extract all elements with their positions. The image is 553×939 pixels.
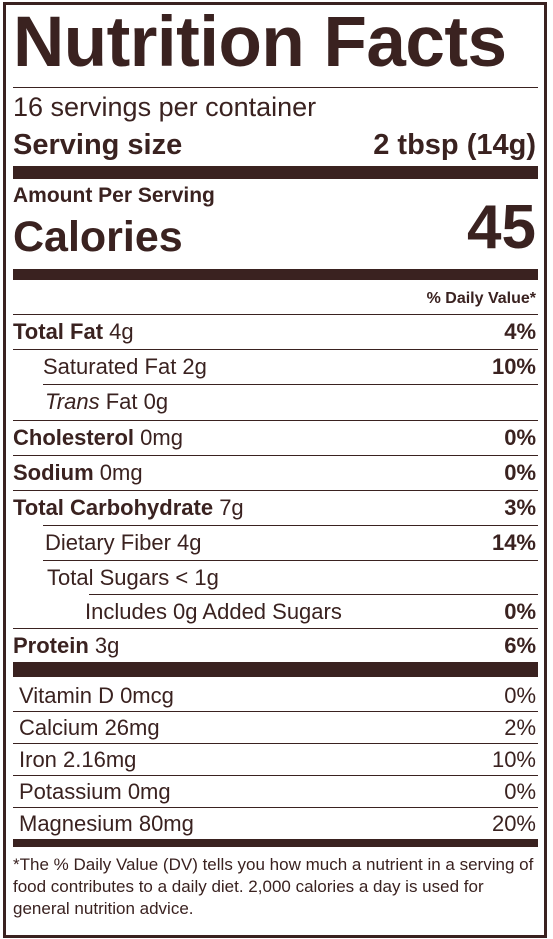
nutrient-name: Total Fat (13, 318, 104, 344)
servings-per-container: 16 servings per container (13, 92, 317, 122)
divider (43, 525, 538, 526)
thick-divider (13, 839, 538, 847)
nutrient-name: Dietary Fiber 4g (45, 529, 202, 555)
vitamin-daily-value: 10% (491, 746, 536, 772)
nutrient-daily-value: 3% (504, 494, 536, 520)
divider (13, 628, 538, 629)
nutrient-amount: 3g (94, 632, 120, 658)
thick-divider (13, 662, 538, 677)
vitamin-row: Vitamin D 0mcg 0% (19, 679, 536, 712)
nutrient-daily-value: 4% (504, 318, 536, 344)
vitamin-name: Magnesium 80mg (19, 810, 194, 836)
footnote: *The % Daily Value (DV) tells you how mu… (13, 855, 534, 918)
divider (13, 743, 538, 744)
nutrient-name: Total Sugars < 1g (47, 564, 219, 590)
vitamin-row: Iron 2.16mg 10% (19, 743, 536, 776)
nutrient-row-sodium: Sodium 0mg 0% (13, 456, 536, 489)
vitamin-name: Calcium 26mg (19, 714, 160, 740)
label-content: Nutrition Facts 16 servings per containe… (13, 3, 538, 935)
nutrient-daily-value: 14% (491, 529, 536, 555)
nutrient-name: Includes 0g Added Sugars (85, 598, 342, 624)
serving-size-label: Serving size (13, 129, 183, 161)
nutrient-name: Cholesterol (13, 424, 135, 450)
divider (43, 560, 538, 561)
vitamin-row: Calcium 26mg 2% (19, 711, 536, 744)
nutrient-row-added-sugars: Includes 0g Added Sugars 0% (85, 595, 536, 628)
nutrient-daily-value: 0% (504, 424, 536, 450)
vitamin-name: Potassium 0mg (19, 778, 171, 804)
thick-divider (13, 269, 538, 280)
vitamin-daily-value: 2% (504, 714, 536, 740)
vitamin-row: Potassium 0mg 0% (19, 775, 536, 808)
nutrient-daily-value: 6% (504, 632, 536, 658)
divider (13, 314, 538, 315)
vitamin-daily-value: 20% (491, 810, 536, 836)
vitamin-name: Vitamin D 0mcg (19, 682, 174, 708)
nutrient-amount: 0mg (99, 459, 143, 485)
divider (89, 594, 538, 595)
daily-value-header: % Daily Value* (426, 290, 536, 307)
nutrient-name: Total Carbohydrate (13, 494, 214, 520)
divider (13, 711, 538, 712)
divider (13, 775, 538, 776)
nutrient-row-protein: Protein 3g 6% (13, 629, 536, 662)
serving-size-row: Serving size 2 tbsp (14g) (13, 128, 536, 162)
nutrient-name: Saturated Fat 2g (43, 353, 207, 379)
amount-per-serving: Amount Per Serving (13, 184, 215, 207)
nutrient-row-dietary-fiber: Dietary Fiber 4g 14% (45, 526, 536, 559)
nutrient-amount: 7g (219, 494, 244, 520)
calories-value: 45 (467, 193, 536, 262)
divider (13, 420, 538, 421)
nutrient-daily-value: 0% (504, 598, 536, 624)
nutrient-row-trans-fat: Trans Fat 0g (45, 385, 536, 418)
divider (13, 807, 538, 808)
thick-divider (13, 166, 538, 179)
nutrient-name: Protein (13, 632, 89, 658)
label-title: Nutrition Facts (13, 3, 507, 82)
vitamin-row: Magnesium 80mg 20% (19, 807, 536, 840)
nutrient-row-total-fat: Total Fat 4g 4% (13, 315, 536, 348)
vitamin-daily-value: 0% (504, 778, 536, 804)
serving-size-value: 2 tbsp (14g) (373, 129, 536, 161)
divider (13, 87, 538, 88)
vitamin-name: Iron 2.16mg (19, 746, 137, 772)
nutrient-row-cholesterol: Cholesterol 0mg 0% (13, 421, 536, 454)
nutrient-daily-value: 0% (504, 459, 536, 485)
nutrient-row-saturated-fat: Saturated Fat 2g 10% (43, 350, 536, 383)
nutrient-row-total-carbohydrate: Total Carbohydrate 7g 3% (13, 491, 536, 524)
nutrient-amount: 0mg (140, 424, 183, 450)
divider (13, 349, 538, 350)
divider (13, 455, 538, 456)
nutrient-name-italic: Trans (45, 388, 100, 414)
calories-label: Calories (13, 213, 183, 261)
nutrient-amount: 4g (109, 318, 134, 344)
nutrient-daily-value: 10% (491, 353, 536, 379)
nutrient-row-total-sugars: Total Sugars < 1g (47, 561, 536, 594)
nutrient-name: Sodium (13, 459, 94, 485)
nutrition-facts-label: Nutrition Facts 16 servings per containe… (3, 2, 547, 938)
divider (13, 490, 538, 491)
divider (43, 384, 538, 385)
nutrient-name: Fat 0g (105, 388, 169, 414)
vitamin-daily-value: 0% (504, 682, 536, 708)
